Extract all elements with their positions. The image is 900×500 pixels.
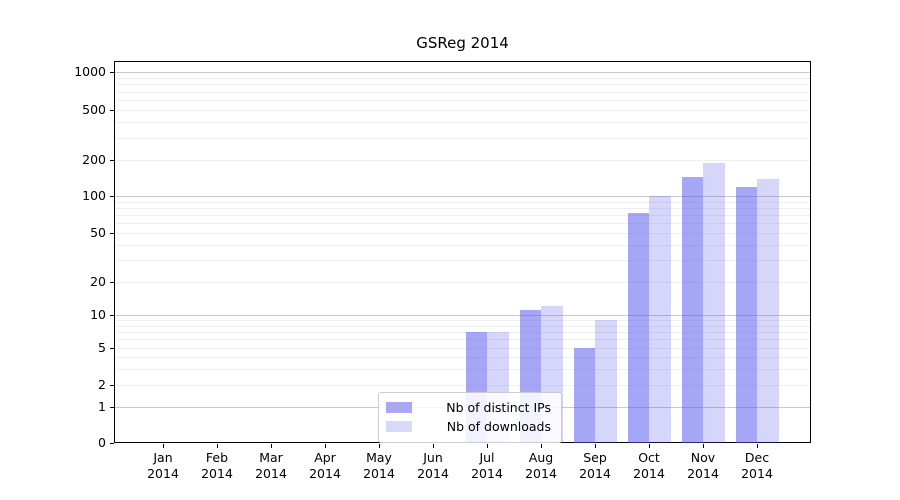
legend: Nb of distinct IPs Nb of downloads	[378, 392, 562, 443]
x-tick-mark-dec	[757, 444, 758, 448]
x-tick-mark-jan	[163, 444, 164, 448]
gridline-800	[115, 84, 810, 86]
bar-downloads-oct	[649, 196, 671, 443]
y-tick-label-500: 500	[82, 102, 106, 117]
y-tick-label-100: 100	[82, 188, 106, 203]
gridline-300	[115, 137, 810, 139]
x-tick-mark-may	[379, 444, 380, 448]
gridline-100	[115, 196, 810, 197]
x-tick-label-feb: Feb 2014	[201, 450, 233, 481]
gridline-400	[115, 122, 810, 124]
gridline-40	[115, 244, 810, 246]
y-tick-mark-100	[110, 196, 114, 197]
gridline-80	[115, 207, 810, 209]
legend-label-distinct-ips: Nb of distinct IPs	[446, 400, 551, 415]
gridline-7	[115, 331, 810, 333]
x-tick-label-jul: Jul 2014	[471, 450, 503, 481]
x-tick-label-mar: Mar 2014	[255, 450, 287, 481]
bar-downloads-nov	[703, 162, 725, 443]
gridline-50	[115, 233, 810, 234]
x-tick-mark-apr	[325, 444, 326, 448]
gridline-20	[115, 281, 810, 283]
x-tick-mark-aug	[541, 444, 542, 448]
gridline-9	[115, 320, 810, 322]
bar-ips-oct	[627, 212, 649, 443]
gridline-3	[115, 368, 810, 370]
y-tick-label-0: 0	[98, 435, 106, 450]
x-tick-mark-nov	[703, 444, 704, 448]
gridline-30	[115, 260, 810, 262]
x-tick-mark-jun	[433, 444, 434, 448]
y-tick-label-1: 1	[98, 399, 106, 414]
bar-downloads-sep	[595, 320, 617, 443]
gridline-60	[115, 223, 810, 225]
y-tick-mark-5	[110, 348, 114, 349]
y-tick-mark-200	[110, 160, 114, 161]
x-tick-label-oct: Oct 2014	[633, 450, 665, 481]
x-tick-label-apr: Apr 2014	[309, 450, 341, 481]
x-tick-label-dec: Dec 2014	[741, 450, 773, 481]
chart-title: GSReg 2014	[416, 34, 509, 52]
y-tick-mark-0	[110, 443, 114, 444]
legend-item-distinct-ips: Nb of distinct IPs	[386, 398, 551, 417]
legend-swatch-downloads	[386, 421, 412, 432]
bar-downloads-dec	[757, 178, 779, 443]
gridline-1000	[115, 72, 810, 73]
gridline-900	[115, 77, 810, 79]
plot-area	[114, 61, 811, 443]
y-tick-mark-50	[110, 233, 114, 234]
gridline-600	[115, 100, 810, 101]
bar-ips-dec	[735, 186, 757, 443]
bar-ips-sep	[573, 348, 595, 443]
y-tick-mark-2	[110, 385, 114, 386]
gridline-4	[115, 357, 810, 358]
gridline-500	[115, 110, 810, 111]
x-tick-mark-oct	[649, 444, 650, 448]
y-tick-mark-1000	[110, 72, 114, 73]
gridline-700	[115, 91, 810, 93]
x-tick-mark-sep	[595, 444, 596, 448]
gridline-70	[115, 215, 810, 217]
x-tick-label-nov: Nov 2014	[687, 450, 719, 481]
y-tick-label-200: 200	[82, 152, 106, 167]
gridline-2	[115, 385, 810, 386]
legend-item-downloads: Nb of downloads	[386, 417, 551, 436]
x-tick-label-may: May 2014	[363, 450, 395, 481]
y-tick-label-20: 20	[90, 273, 106, 289]
x-tick-mark-jul	[487, 444, 488, 448]
x-tick-label-jun: Jun 2014	[417, 450, 449, 481]
y-tick-label-5: 5	[98, 340, 106, 355]
legend-label-downloads: Nb of downloads	[446, 419, 551, 434]
y-tick-label-10: 10	[90, 307, 106, 322]
gridline-8	[115, 325, 810, 327]
y-tick-label-2: 2	[98, 377, 106, 392]
y-tick-label-1000: 1000	[74, 64, 106, 79]
gridline-5	[115, 348, 810, 349]
gridline-6	[115, 339, 810, 341]
legend-swatch-distinct-ips	[386, 402, 412, 413]
x-tick-mark-mar	[271, 444, 272, 448]
x-tick-mark-feb	[217, 444, 218, 448]
x-tick-label-sep: Sep 2014	[579, 450, 611, 481]
gridline-10	[115, 315, 810, 316]
y-tick-mark-500	[110, 110, 114, 111]
bar-ips-nov	[681, 176, 703, 443]
y-tick-mark-10	[110, 315, 114, 316]
y-tick-mark-1	[110, 407, 114, 408]
y-tick-mark-20	[110, 281, 114, 283]
y-tick-label-50: 50	[90, 225, 106, 240]
gridline-90	[115, 201, 810, 203]
x-tick-label-jan: Jan 2014	[147, 450, 179, 481]
gridline-200	[115, 160, 810, 161]
x-tick-label-aug: Aug 2014	[525, 450, 557, 481]
